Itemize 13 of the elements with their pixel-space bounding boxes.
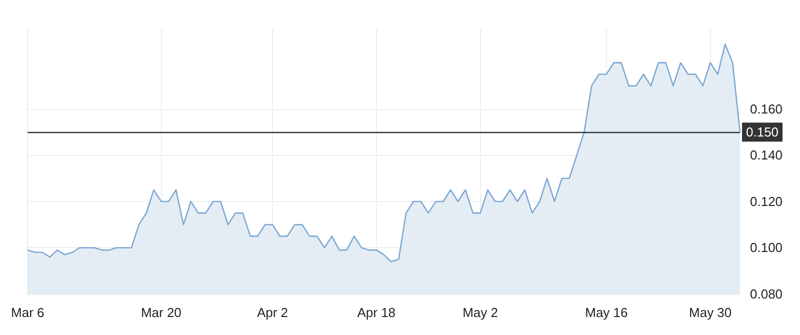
y-tick-label: 0.140 bbox=[750, 148, 783, 163]
y-tick-label: 0.080 bbox=[750, 286, 783, 302]
y-tick-label: 0.100 bbox=[750, 240, 783, 256]
ref-line-label: 0.150 bbox=[746, 124, 779, 140]
x-tick-label: Mar 20 bbox=[140, 305, 182, 320]
y-tick-label: 0.160 bbox=[750, 101, 783, 116]
y-tick-label: 0.120 bbox=[750, 194, 783, 209]
x-tick-label: Mar 6 bbox=[11, 305, 44, 320]
x-tick-label: May 2 bbox=[462, 305, 498, 320]
x-tick-label: May 16 bbox=[585, 305, 628, 320]
x-tick-label: Apr 2 bbox=[256, 305, 288, 320]
x-tick-label: May 30 bbox=[688, 305, 732, 320]
x-tick-label: Apr 18 bbox=[357, 305, 396, 320]
